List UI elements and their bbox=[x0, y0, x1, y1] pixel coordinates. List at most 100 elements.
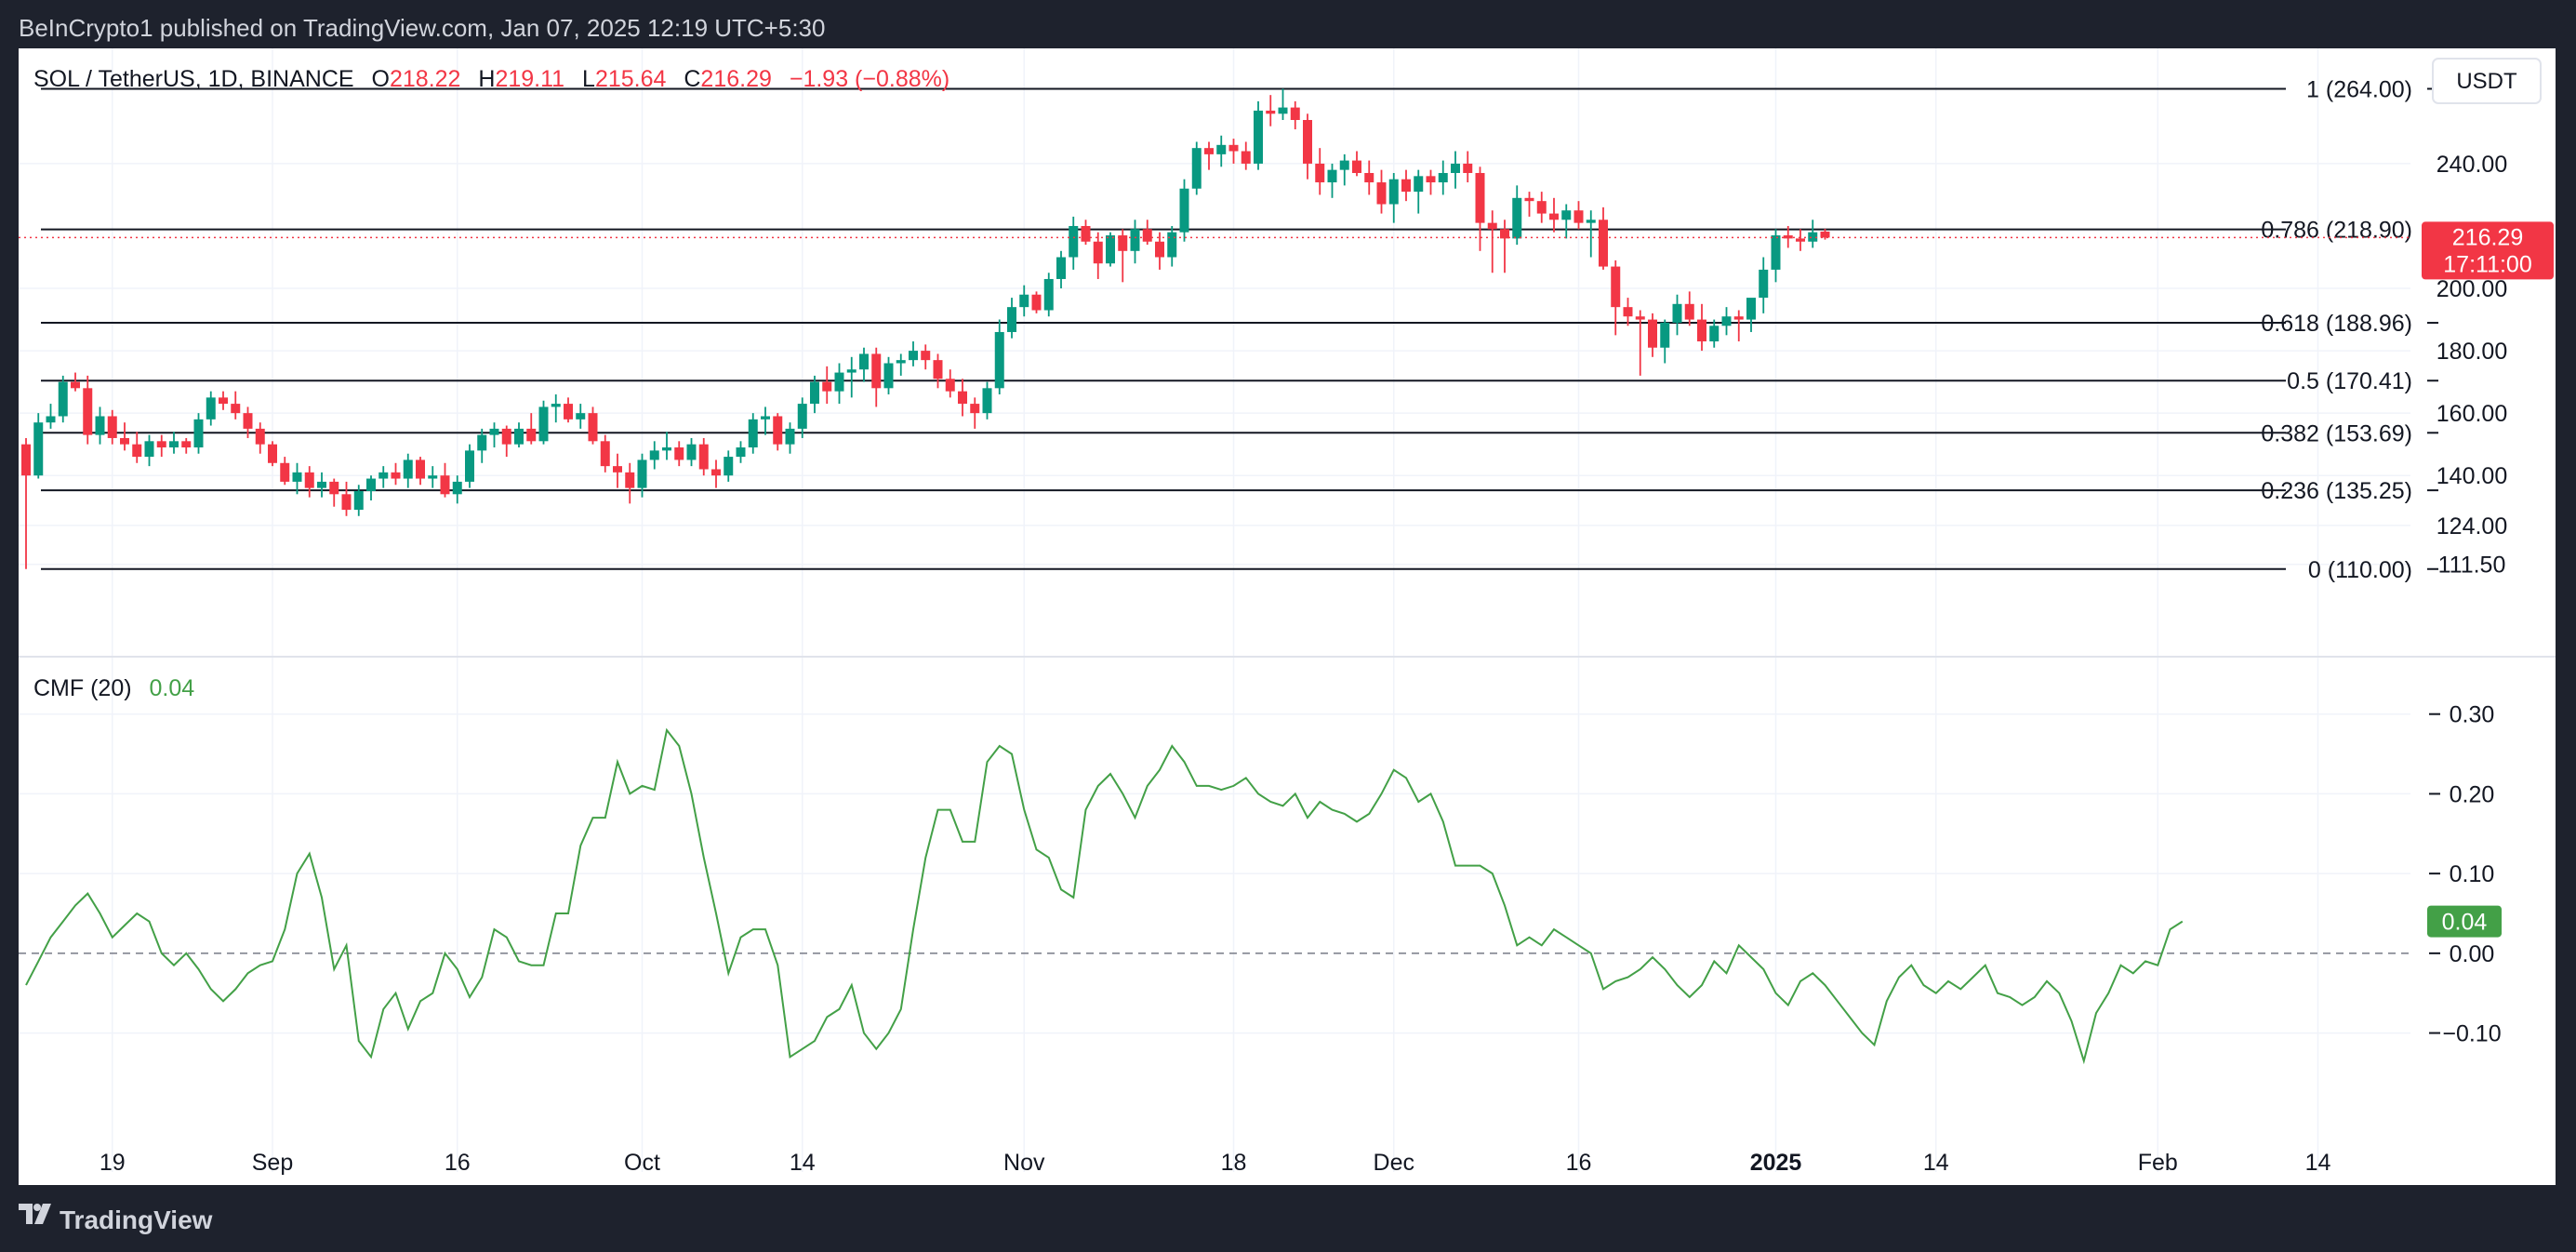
candle-body bbox=[1796, 238, 1805, 242]
fib-level-label: 1 (264.00) bbox=[2306, 76, 2412, 102]
candle-body bbox=[95, 416, 105, 435]
candle-body bbox=[1746, 298, 1756, 320]
candle-body bbox=[477, 434, 487, 451]
candle-body bbox=[1487, 222, 1497, 230]
candle-body bbox=[797, 404, 807, 429]
cmf-badge-value: 0.04 bbox=[2442, 910, 2488, 936]
time-axis-label: 18 bbox=[1221, 1150, 1247, 1176]
candle-body bbox=[637, 460, 647, 488]
candle-body bbox=[514, 428, 524, 445]
candle-body bbox=[156, 441, 166, 448]
candle-body bbox=[1266, 110, 1276, 114]
candle-body bbox=[206, 397, 216, 420]
time-axis-label: 19 bbox=[100, 1150, 126, 1176]
candle-body bbox=[1315, 163, 1325, 183]
candle-body bbox=[1118, 235, 1128, 251]
candle-body bbox=[120, 437, 129, 445]
candle-body bbox=[1561, 210, 1572, 220]
candle-body bbox=[378, 472, 389, 479]
candle-body bbox=[1228, 144, 1239, 152]
candle-body bbox=[1672, 303, 1682, 323]
candle-body bbox=[181, 441, 192, 448]
candle-body bbox=[219, 397, 228, 405]
candle-body bbox=[1463, 163, 1473, 173]
candle-body bbox=[576, 413, 586, 420]
tradingview-logo-icon[interactable] bbox=[19, 1204, 54, 1226]
price-axis-label: 140.00 bbox=[2437, 463, 2507, 489]
candle-body bbox=[1500, 229, 1509, 239]
cmf-axis[interactable]: 0.30 0.20 0.10 0.00 −0.10 bbox=[2429, 702, 2502, 1047]
candle-body bbox=[526, 428, 537, 442]
candle-body bbox=[1278, 107, 1288, 114]
candle-body bbox=[945, 379, 955, 392]
candle-body bbox=[21, 444, 31, 476]
fib-level-label: 0.5 (170.41) bbox=[2287, 368, 2412, 394]
legend-symbol: SOL / TetherUS, 1D, BINANCE O218.22 H219… bbox=[33, 66, 949, 92]
cmf-axis-label: −0.10 bbox=[2442, 1021, 2501, 1047]
candle-body bbox=[1254, 110, 1263, 164]
candle-body bbox=[921, 351, 931, 361]
candle-body bbox=[1167, 232, 1177, 258]
candle-body bbox=[711, 469, 721, 476]
candle-body bbox=[1069, 225, 1079, 258]
time-axis-label: 2025 bbox=[1750, 1150, 1802, 1176]
candle-body bbox=[600, 441, 610, 467]
candle-body bbox=[785, 428, 795, 445]
fib-level-label: 0.382 (153.69) bbox=[2261, 420, 2412, 446]
fibonacci-retracement[interactable]: 1 (264.00) 0.786 (218.90) 0.618 (188.96) 0.… bbox=[41, 76, 2438, 583]
candle-body bbox=[1648, 319, 1657, 348]
candle-body bbox=[871, 353, 882, 389]
candle-body bbox=[1007, 307, 1016, 332]
price-axis[interactable]: 240.00 200.00 180.00 160.00 140.00 124.00 111.… bbox=[2437, 152, 2507, 579]
legend-open-value: 218.22 bbox=[390, 66, 460, 92]
time-axis-label: 16 bbox=[1566, 1150, 1592, 1176]
candle-body bbox=[834, 372, 844, 392]
fib-level-label: 0.236 (135.25) bbox=[2261, 478, 2412, 504]
candle-body bbox=[33, 422, 44, 476]
candle-body bbox=[465, 450, 474, 482]
candle-body bbox=[1093, 241, 1103, 264]
currency-button[interactable]: USDT bbox=[2432, 58, 2542, 104]
candle-body bbox=[1106, 235, 1115, 264]
candle-body bbox=[1709, 326, 1720, 342]
cmf-axis-label: 0.20 bbox=[2450, 781, 2495, 807]
candle-body bbox=[1599, 220, 1608, 267]
candle-body bbox=[1414, 176, 1424, 193]
candle-body bbox=[132, 444, 142, 458]
candle-body bbox=[1660, 322, 1670, 348]
candle-body bbox=[1179, 188, 1189, 233]
candle-body bbox=[391, 472, 401, 479]
candle-body bbox=[1204, 148, 1214, 154]
candle-body bbox=[144, 441, 154, 458]
candle-body bbox=[674, 447, 684, 460]
candle-body bbox=[1352, 160, 1361, 173]
candle-body bbox=[909, 351, 918, 361]
chart-svg[interactable]: 1 (264.00) 0.786 (218.90) 0.618 (188.96) 0.… bbox=[19, 48, 2556, 1185]
candle-body bbox=[440, 475, 450, 495]
candle-body bbox=[46, 416, 56, 423]
candle-body bbox=[1611, 266, 1621, 308]
publisher-text: BeInCrypto1 published on TradingView.com… bbox=[19, 14, 826, 42]
time-axis-label: 16 bbox=[445, 1150, 471, 1176]
candle-body bbox=[1142, 229, 1152, 242]
price-axis-label: 200.00 bbox=[2437, 276, 2507, 302]
cmf-value: 0.04 bbox=[150, 675, 195, 701]
chart-panel[interactable]: 1 (264.00) 0.786 (218.90) 0.618 (188.96) 0.… bbox=[19, 48, 2556, 1185]
candle-body bbox=[1524, 197, 1534, 202]
grid-lines bbox=[19, 48, 2410, 1172]
candle-body bbox=[428, 475, 438, 479]
cmf-legend: CMF (20) 0.04 bbox=[33, 675, 194, 701]
candle-body bbox=[1056, 257, 1066, 279]
cmf-axis-label: 0.10 bbox=[2450, 861, 2495, 887]
candle-body bbox=[1155, 241, 1164, 258]
candle-body bbox=[501, 428, 511, 445]
time-axis[interactable]: 19 Sep 16 Oct 14 Nov 18 Dec 16 2025 14 Feb 14 bbox=[100, 1150, 2331, 1176]
candle-body bbox=[1623, 307, 1633, 317]
candle-body bbox=[1290, 107, 1300, 120]
cmf-value-badge: 0.04 bbox=[2427, 905, 2502, 938]
candle-body bbox=[1241, 151, 1251, 164]
last-price-value: 216.29 bbox=[2452, 224, 2523, 250]
time-axis-label: Feb bbox=[2138, 1150, 2178, 1176]
candle-body bbox=[403, 460, 413, 479]
time-axis-label: 14 bbox=[2305, 1150, 2331, 1176]
